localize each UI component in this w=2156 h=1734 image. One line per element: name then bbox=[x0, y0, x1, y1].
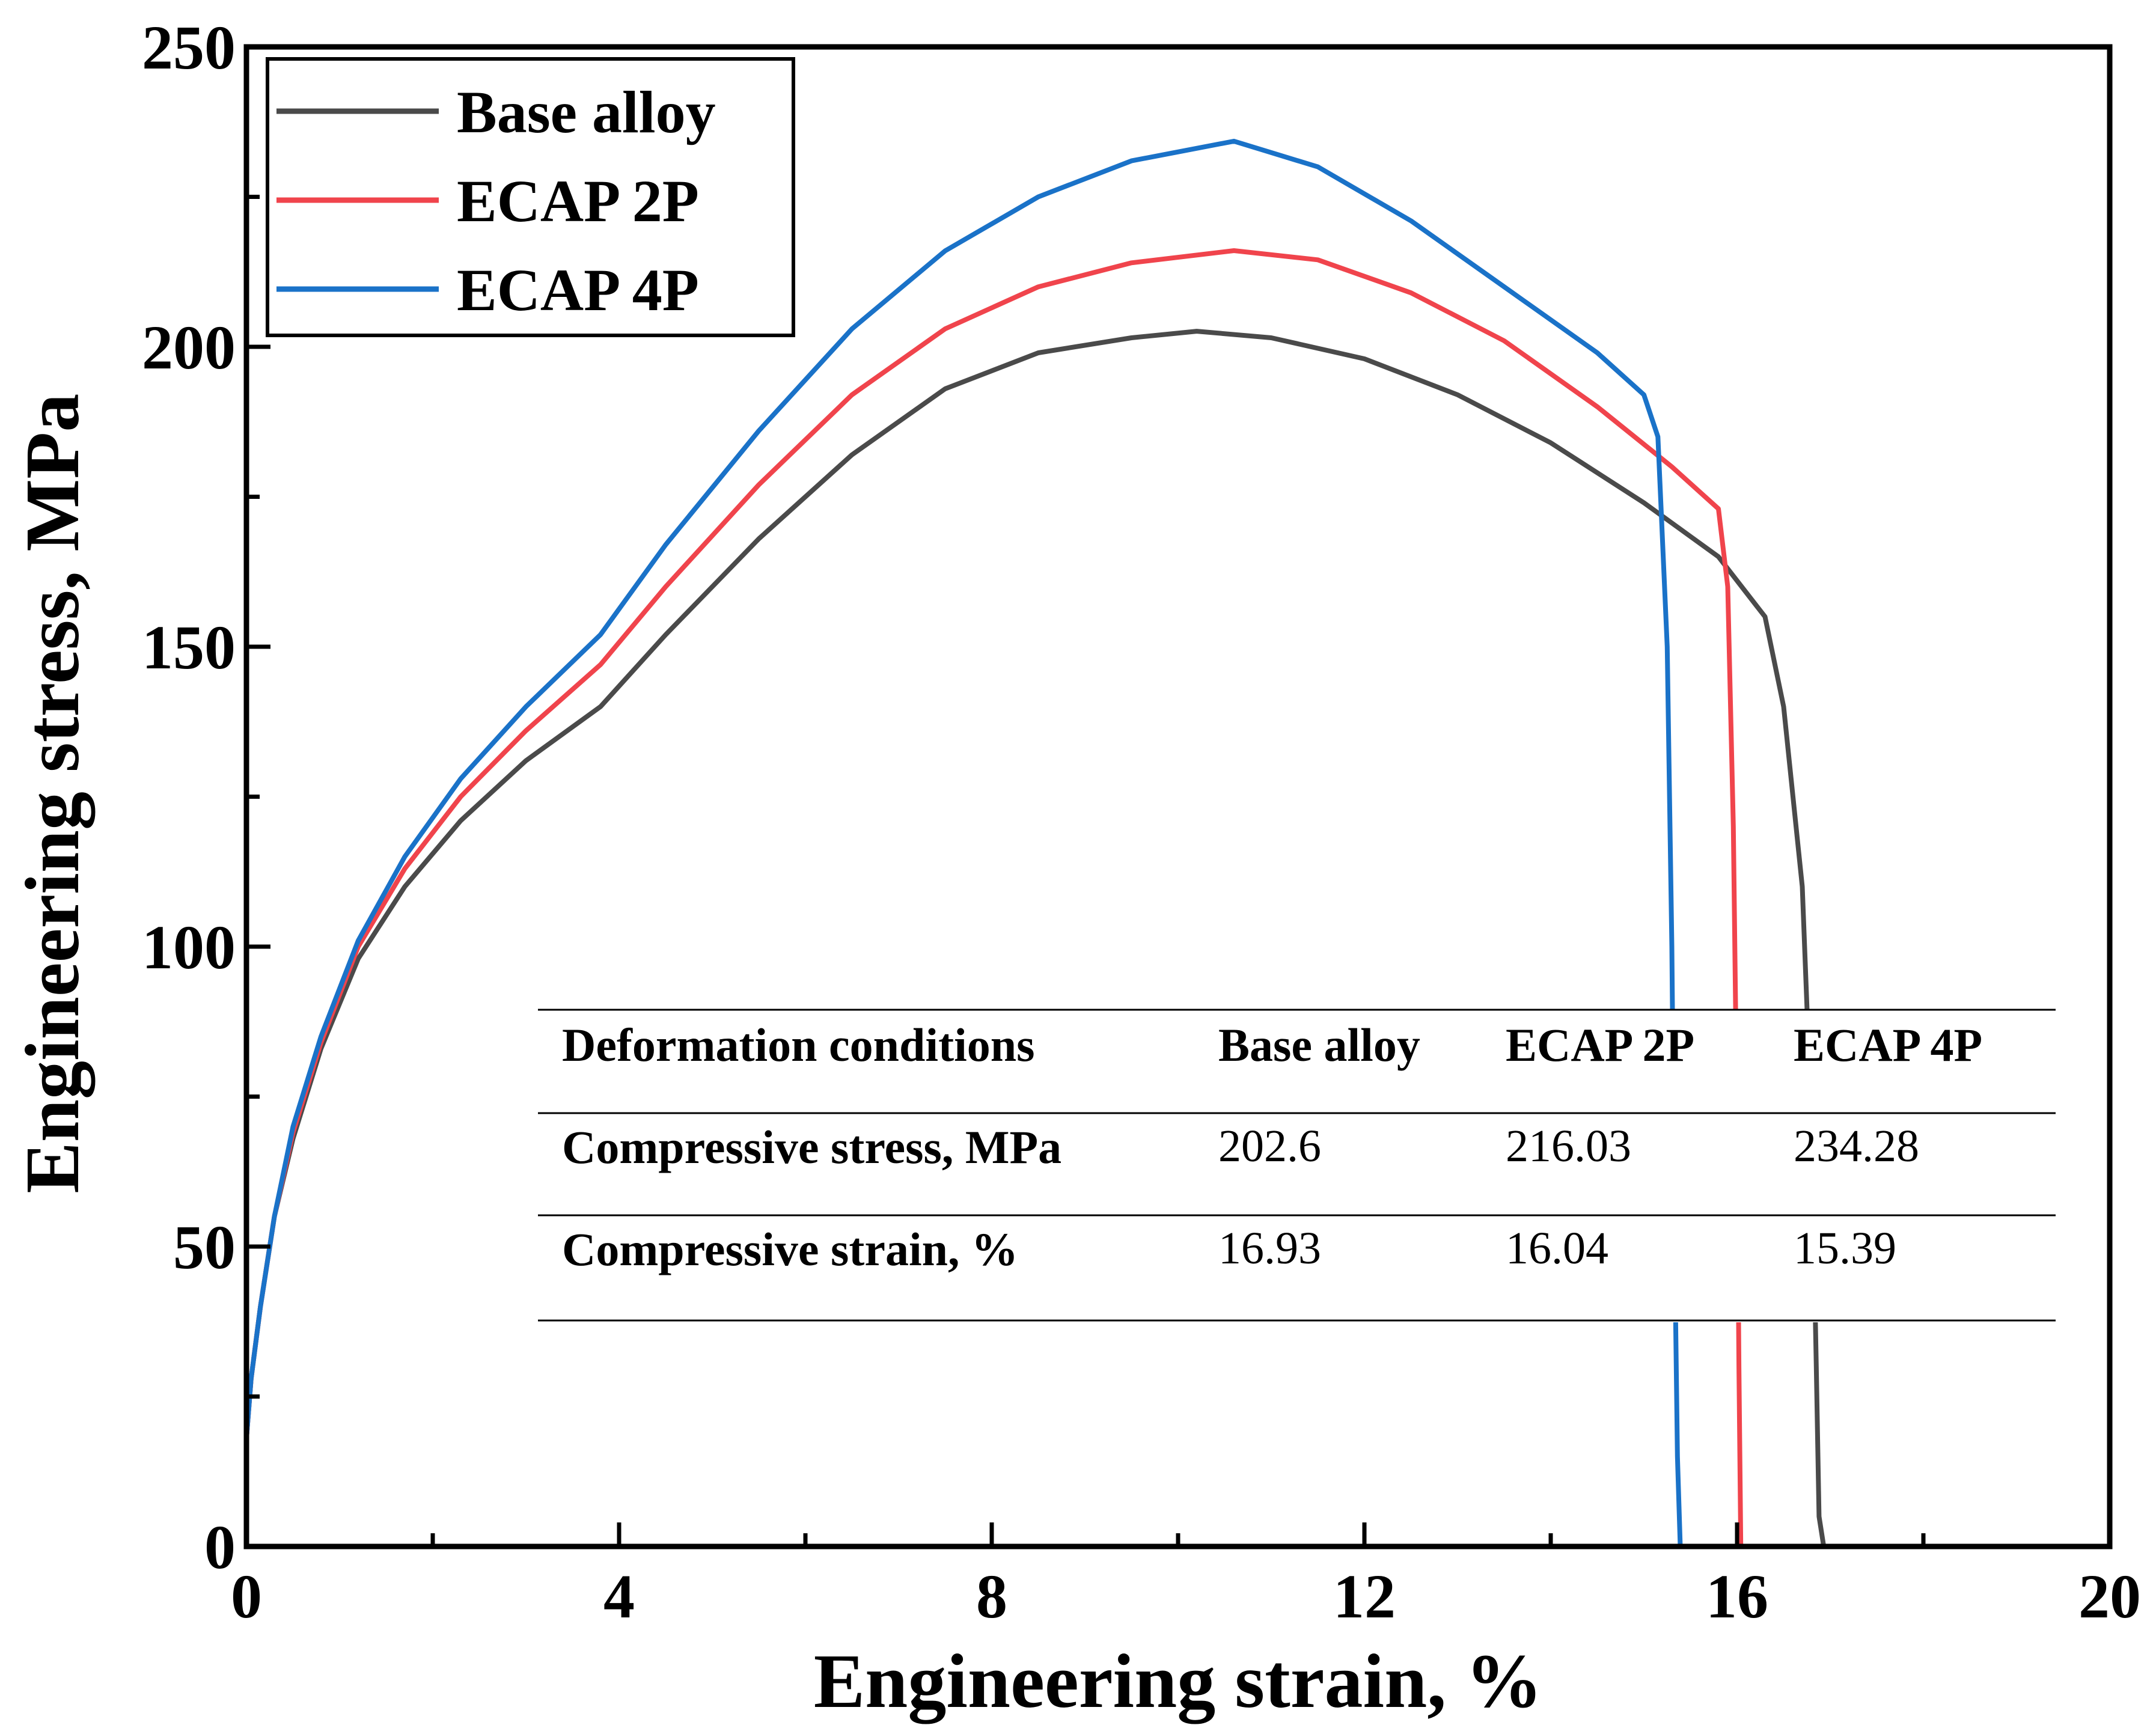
x-axis-title: Engineering strain, % bbox=[814, 1638, 1543, 1724]
table-header-base-alloy: Base alloy bbox=[1218, 1019, 1420, 1071]
series-layer bbox=[244, 138, 1827, 1547]
table-header-ecap-4p: ECAP 4P bbox=[1794, 1019, 1982, 1071]
table-row-stress-label: Compressive stress, MPa bbox=[562, 1121, 1061, 1173]
y-tick-label-100: 100 bbox=[142, 913, 236, 982]
table-cell-stress-base: 202.6 bbox=[1218, 1121, 1321, 1171]
y-tick-label-200: 200 bbox=[142, 313, 236, 382]
table-row-strain-label: Compressive strain, % bbox=[562, 1223, 1018, 1275]
inset-table: Deformation conditions Base alloy ECAP 2… bbox=[538, 1009, 2056, 1322]
series-line-base-alloy bbox=[244, 329, 1827, 1547]
table-header-ecap-2p: ECAP 2P bbox=[1506, 1019, 1694, 1071]
x-tick-label-20: 20 bbox=[2078, 1562, 2141, 1631]
y-tick-label-0: 0 bbox=[204, 1513, 236, 1582]
y-tick-label-250: 250 bbox=[142, 13, 236, 82]
y-tick-label-150: 150 bbox=[142, 613, 236, 682]
table-cell-stress-4p: 234.28 bbox=[1794, 1121, 1919, 1171]
series-line-ecap-4p bbox=[244, 138, 1683, 1547]
table-background bbox=[538, 1010, 2056, 1322]
legend-label-ecap-4p: ECAP 4P bbox=[457, 257, 699, 323]
y-tick-label-50: 50 bbox=[173, 1213, 236, 1282]
table-cell-stress-2p: 216.03 bbox=[1506, 1121, 1631, 1171]
series-line-ecap-2p bbox=[244, 248, 1744, 1547]
y-axis-title: Engineering stress, MPa bbox=[10, 394, 95, 1194]
x-tick-label-4: 4 bbox=[603, 1562, 635, 1631]
table-cell-strain-2p: 16.04 bbox=[1506, 1223, 1608, 1274]
x-tick-label-12: 12 bbox=[1333, 1562, 1396, 1631]
x-tick-label-8: 8 bbox=[976, 1562, 1007, 1631]
legend-label-base-alloy: Base alloy bbox=[457, 79, 716, 145]
table-cell-strain-4p: 15.39 bbox=[1794, 1223, 1896, 1274]
x-tick-label-0: 0 bbox=[231, 1562, 262, 1631]
table-header-conditions: Deformation conditions bbox=[562, 1019, 1034, 1071]
legend: Base alloy ECAP 2P ECAP 4P bbox=[266, 57, 795, 337]
legend-label-ecap-2p: ECAP 2P bbox=[457, 168, 699, 234]
x-tick-label-16: 16 bbox=[1706, 1562, 1768, 1631]
table-cell-strain-base: 16.93 bbox=[1218, 1223, 1321, 1274]
